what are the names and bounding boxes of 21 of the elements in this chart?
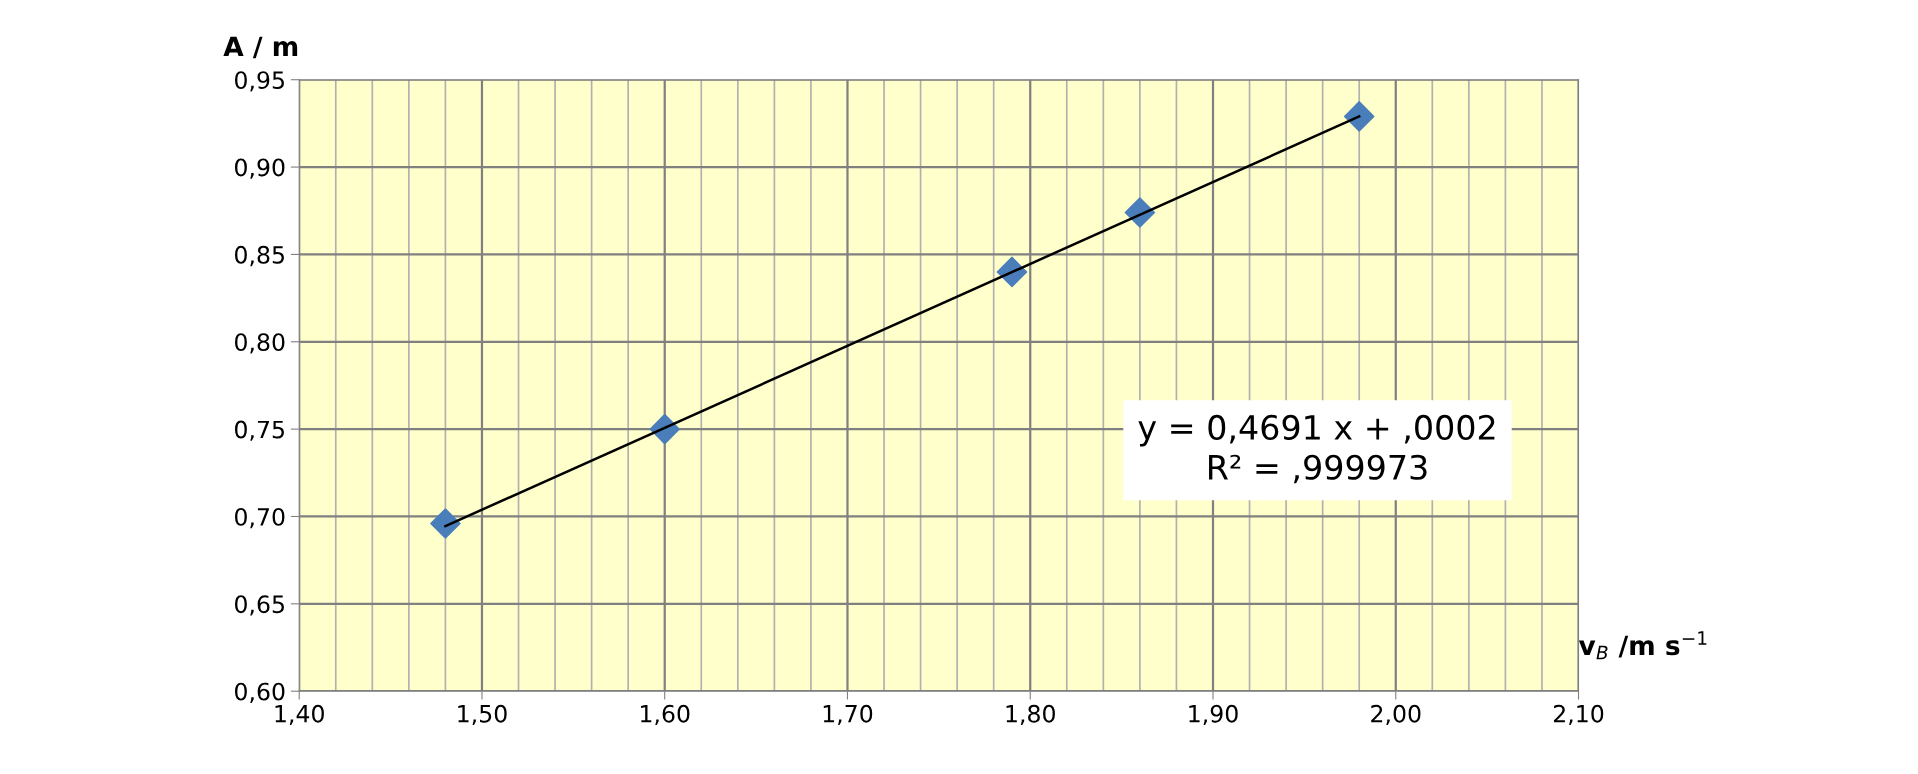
point — [1343, 101, 1375, 132]
x-tick-label: 1,90 — [1189, 704, 1238, 726]
y-tick-label: 0,70 — [235, 507, 285, 529]
y-tick-label: 0,95 — [235, 71, 284, 92]
y-tick-label: 0,60 — [235, 682, 285, 703]
y-tick-label: 0,85 — [235, 245, 284, 267]
x-tick-label: 1,70 — [823, 704, 873, 726]
y-tick-label: 0,75 — [235, 420, 284, 441]
y-tick-label: 0,90 — [235, 158, 285, 179]
y-axis-title: A / m — [223, 36, 298, 59]
point — [430, 508, 461, 539]
x-axis-title: v$_{B}$ /m s$^{−1}$ — [1578, 631, 1707, 660]
x-tick-label: 1,60 — [641, 704, 690, 726]
x-tick-label: 1,50 — [458, 704, 507, 726]
y-tick-label: 0,65 — [235, 595, 284, 616]
x-tick-label: 2,10 — [1553, 704, 1604, 726]
annotation: y = 0,4691 x + ,0002 R² = ,999973 — [1138, 414, 1495, 484]
x-tick-label: 2,00 — [1371, 704, 1421, 726]
x-tick-label: 1,40 — [275, 704, 324, 726]
x-tick-label: 1,80 — [1006, 704, 1055, 726]
y-tick-label: 0,80 — [235, 333, 285, 354]
